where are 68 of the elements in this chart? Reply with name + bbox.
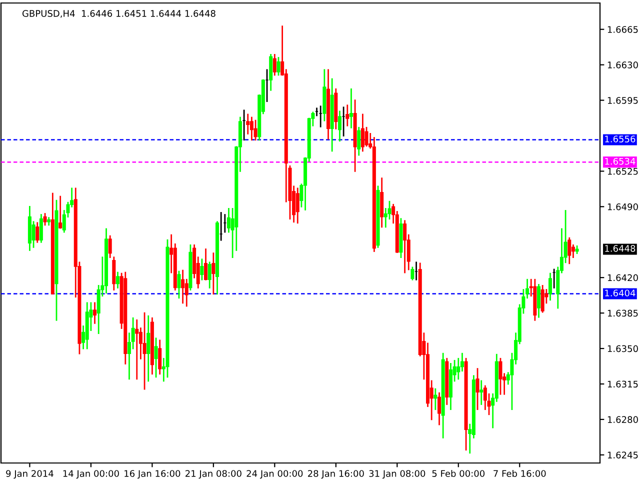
y-tick-label: 1.6490 (608, 203, 638, 210)
candlestick (403, 220, 407, 274)
candlestick (357, 126, 361, 156)
x-tick-label: 21 Jan 08:00 (186, 470, 242, 479)
x-tick-label: 16 Jan 16:00 (124, 470, 180, 479)
candlestick (116, 272, 120, 288)
candlestick (272, 54, 276, 76)
text: 1.6448 (605, 245, 636, 252)
x-tick-label: 31 Jan 08:00 (369, 470, 426, 479)
candlestick (208, 262, 212, 288)
candlestick (476, 368, 480, 410)
candlestick (548, 272, 552, 301)
candlestick (269, 54, 273, 91)
x-tick-label: 24 Jan 00:00 (246, 470, 303, 479)
candlestick (246, 114, 250, 134)
x-tick-label: 14 Jan 00:00 (63, 470, 119, 479)
x-tick-label: 7 Feb 16:00 (494, 470, 546, 477)
candlestick (540, 284, 544, 313)
y-tick-label: 1.6280 (608, 416, 638, 423)
candlestick (296, 188, 300, 224)
candlestick (364, 126, 368, 147)
candlestick (93, 302, 97, 324)
ref-line-label: 1.6404 (605, 290, 636, 296)
y-tick-label: 1.6350 (608, 345, 638, 352)
candlestick (537, 284, 541, 318)
candlestick (346, 104, 350, 126)
candlestick (154, 338, 158, 378)
y-tick-label: 1.6420 (608, 274, 638, 282)
y-tick-label: 1.6385 (608, 310, 638, 317)
text: GBPUSD,H4 1.6446 1.6451 1.6444 1.6448 (22, 10, 216, 18)
candlestick (276, 57, 280, 76)
candlestick (568, 237, 572, 264)
candlestick (338, 110, 342, 142)
y-tick-label: 1.6595 (608, 97, 638, 104)
candlestick (112, 256, 116, 290)
x-tick-label: 5 Feb 00:00 (432, 470, 485, 477)
candlestick (410, 266, 414, 280)
candlestick (360, 114, 364, 152)
candlestick (437, 392, 442, 426)
candlestick (349, 88, 353, 128)
candlestick (250, 116, 254, 140)
y-tick-label: 1.6315 (608, 380, 638, 388)
candlestick (58, 196, 62, 229)
y-tick-label: 1.6525 (608, 168, 638, 175)
ref-line-label: 1.6534 (605, 158, 636, 165)
candlestick (177, 270, 181, 299)
candlestick (146, 315, 150, 382)
x-tick-label: 28 Jan 16:00 (308, 470, 364, 479)
candlestick (142, 312, 146, 390)
x-tick-label: 9 Jan 2014 (6, 470, 54, 479)
y-tick-label: 1.6665 (608, 26, 638, 33)
candlestick (200, 258, 204, 280)
candlestick (480, 380, 484, 405)
candlestick (212, 252, 216, 294)
candlestick (498, 358, 502, 395)
y-tick-label: 1.6245 (608, 452, 638, 458)
candlestick (204, 248, 208, 280)
candlestick (158, 340, 162, 375)
candlestick (36, 222, 40, 243)
candlestick (135, 319, 139, 380)
candlestick (254, 120, 258, 140)
candlestick (39, 214, 43, 243)
candlestick (181, 270, 185, 304)
ref-line-label: 1.6556 (605, 136, 636, 142)
candlestick (43, 213, 47, 226)
candlestick (108, 235, 112, 258)
y-tick-label: 1.6630 (608, 62, 638, 68)
candlestick (434, 388, 438, 410)
